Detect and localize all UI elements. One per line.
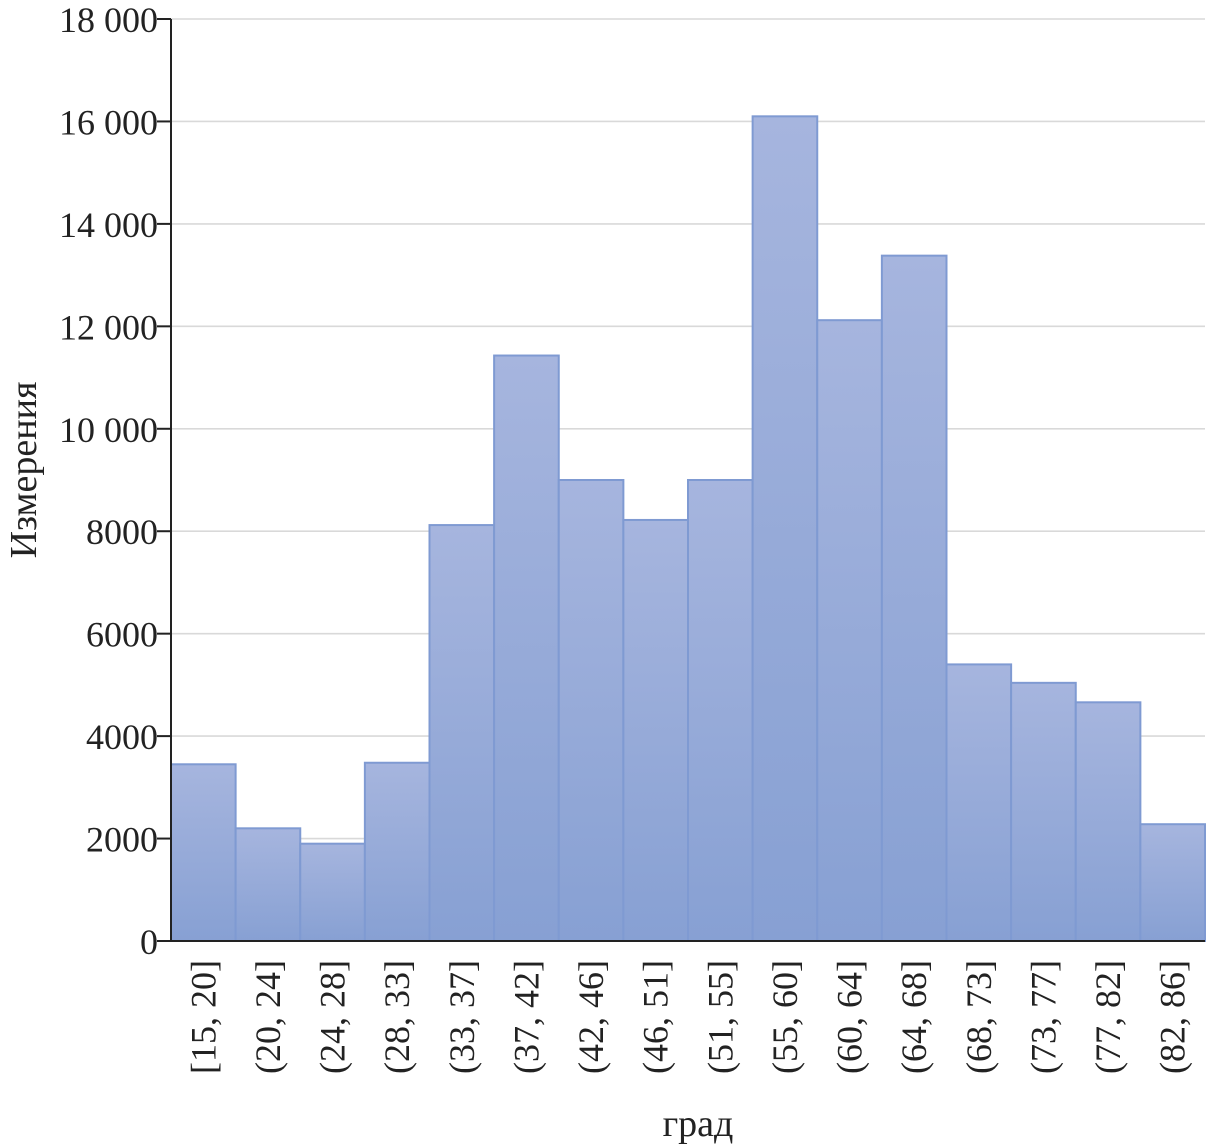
bar-12 [880, 254, 948, 942]
x-tick-label: (82, 86] [1153, 960, 1193, 1074]
x-tick-label: (77, 82] [1088, 960, 1128, 1074]
x-tick-label: (64, 68] [894, 960, 934, 1074]
bar-15 [1074, 701, 1142, 942]
y-tick-label: 18 000 [59, 0, 158, 40]
bars [170, 115, 1206, 943]
x-tick-label: (60, 64] [830, 960, 870, 1074]
x-tick-label: (46, 51] [636, 960, 676, 1074]
bar-4 [363, 761, 431, 942]
grid-lines [171, 18, 1205, 840]
x-tick-label: (37, 42] [506, 960, 546, 1074]
x-tick-labels: [15, 20] (20, 24] (24, 28] (28, 33] (33, 37]… [183, 960, 1192, 1074]
x-tick-label: (42, 46] [571, 960, 611, 1074]
axes [157, 18, 1205, 942]
bar-9 [687, 479, 754, 942]
y-tick-label: 14 000 [59, 205, 158, 245]
bar-3 [299, 842, 366, 943]
x-tick-label: [15, 20] [183, 960, 223, 1074]
bar-14 [1010, 681, 1077, 943]
bar-13 [945, 663, 1013, 943]
y-tick-label: 6000 [86, 615, 158, 655]
bar-2 [234, 827, 302, 942]
bar-7 [557, 479, 625, 942]
x-tick-label: (28, 33] [377, 960, 417, 1074]
y-tick-label: 8000 [86, 512, 158, 552]
x-tick-label: (24, 28] [313, 960, 353, 1074]
bar-1 [170, 763, 237, 942]
y-tick-label: 4000 [86, 717, 158, 757]
bar-6 [493, 354, 560, 942]
bar-16 [1139, 823, 1206, 942]
y-tick-label: 16 000 [59, 102, 158, 142]
x-tick-label: (33, 37] [442, 960, 482, 1074]
x-axis-title: град [663, 1103, 734, 1145]
y-tick-labels: 0 2000 4000 6000 8000 10 000 12 000 14 000 16 00… [59, 0, 158, 962]
y-tick-label: 2000 [86, 820, 158, 860]
y-axis-title: Измерения [3, 382, 45, 559]
y-tick-label: 0 [140, 922, 158, 962]
bar-11 [816, 319, 883, 943]
y-tick-label: 10 000 [59, 410, 158, 450]
y-tick-label: 12 000 [59, 307, 158, 347]
x-tick-label: (20, 24] [248, 960, 288, 1074]
bar-8 [622, 518, 689, 942]
x-tick-label: (73, 77] [1023, 960, 1063, 1074]
x-tick-label: (68, 73] [959, 960, 999, 1074]
x-tick-label: (51, 55] [700, 960, 740, 1074]
x-tick-label: (55, 60] [765, 960, 805, 1074]
bar-5 [428, 524, 496, 942]
bar-10 [751, 115, 819, 943]
